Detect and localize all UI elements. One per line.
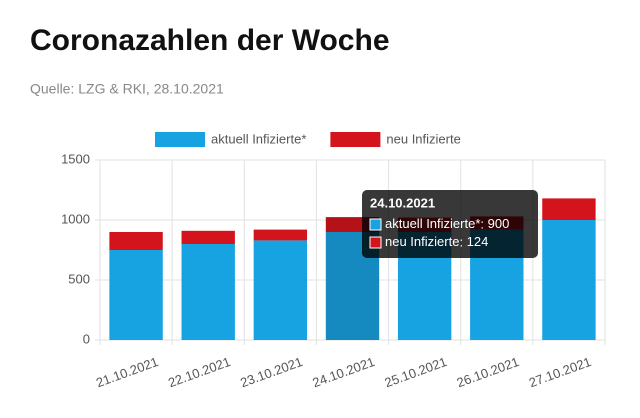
- chart-subtitle: Quelle: LZG & RKI, 28.10.2021: [30, 81, 224, 97]
- tooltip-box: [362, 190, 538, 258]
- x-tick-label: 23.10.2021: [238, 354, 304, 390]
- y-tick-label: 1500: [61, 151, 90, 166]
- chart-title: Coronazahlen der Woche: [30, 24, 390, 57]
- tooltip: 24.10.2021 aktuell Infizierte*: 900 neu …: [362, 190, 538, 258]
- bar-segment: [181, 230, 235, 244]
- y-tick-label: 500: [68, 271, 90, 286]
- x-tick-label: 24.10.2021: [310, 354, 376, 390]
- x-tick-label: 27.10.2021: [527, 354, 593, 390]
- tooltip-value: 900: [488, 216, 510, 231]
- x-tick-label: 21.10.2021: [94, 354, 160, 390]
- tooltip-title: 24.10.2021: [370, 195, 435, 210]
- legend-label: neu Infizierte: [386, 131, 460, 146]
- legend-label: aktuell Infizierte*: [211, 131, 306, 146]
- plot: aktuell Infizierte* neu Infizierte 0 500 100…: [61, 131, 606, 390]
- bar-segment: [253, 240, 308, 340]
- y-tick-label: 1000: [61, 211, 90, 226]
- bar-segment: [542, 198, 596, 220]
- bar-segment: [542, 220, 596, 340]
- bar-segment: [109, 232, 163, 250]
- tooltip-line: aktuell Infizierte*: 900: [385, 216, 509, 231]
- x-tick-label: 25.10.2021: [383, 354, 449, 390]
- tooltip-swatch: [369, 236, 382, 249]
- y-tick-label: 0: [83, 331, 90, 346]
- bar-segment: [253, 229, 308, 241]
- x-tick-label: 26.10.2021: [455, 354, 521, 390]
- legend-swatch: [330, 132, 381, 147]
- tooltip-series: neu Infizierte: [385, 234, 459, 249]
- legend-swatch: [155, 132, 205, 147]
- bar-segment: [109, 250, 163, 340]
- tooltip-line: neu Infizierte: 124: [385, 234, 488, 249]
- tooltip-series: aktuell Infizierte*: [385, 216, 480, 231]
- tooltip-value: 124: [467, 234, 489, 249]
- x-tick-label: 22.10.2021: [166, 354, 232, 390]
- bar-segment: [181, 244, 235, 340]
- tooltip-swatch: [369, 218, 382, 231]
